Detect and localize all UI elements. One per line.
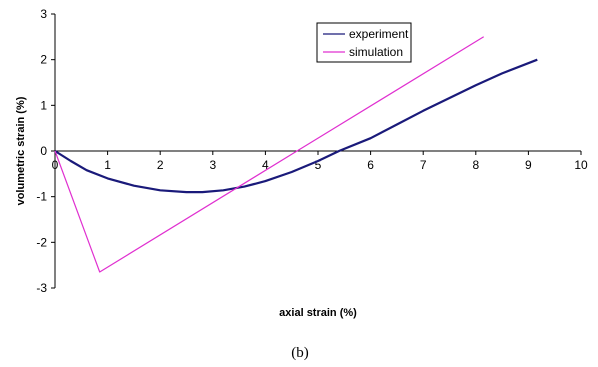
x-tick-label: 9	[525, 158, 532, 172]
y-tick-label: 1	[40, 98, 47, 112]
x-tick-label: 5	[315, 158, 322, 172]
x-tick-label: 4	[262, 158, 269, 172]
x-tick-label: 3	[209, 158, 216, 172]
series-lines	[54, 36, 538, 273]
x-tick-label: 8	[472, 158, 479, 172]
legend-label-experiment: experiment	[349, 27, 409, 41]
legend-label-simulation: simulation	[349, 45, 403, 59]
x-tick-label: 2	[157, 158, 164, 172]
y-ticks: 3 2 1 0 -1 -2 -3	[36, 7, 55, 295]
y-tick-label: -1	[36, 190, 47, 204]
x-ticks: 0 1 2 3 4 5 6 7 8 9 10	[52, 151, 588, 172]
y-axis-title: volumetric strain (%)	[15, 96, 27, 205]
series-line-simulation	[54, 36, 485, 273]
y-tick-label: -2	[36, 235, 47, 249]
x-tick-label: 1	[104, 158, 111, 172]
x-tick-label: 7	[420, 158, 427, 172]
y-tick-label: -3	[36, 281, 47, 295]
x-tick-label: 0	[52, 158, 59, 172]
x-tick-label: 6	[367, 158, 374, 172]
x-tick-label: 10	[574, 158, 588, 172]
legend-box	[316, 22, 412, 63]
y-tick-label: 0	[40, 144, 47, 158]
x-axis-title: axial strain (%)	[279, 307, 357, 319]
y-tick-label: 2	[40, 53, 47, 67]
figure-caption: (b)	[291, 345, 309, 361]
y-tick-label: 3	[40, 7, 47, 21]
series-line-experiment	[54, 58, 538, 194]
legend: experiment simulation	[316, 22, 412, 63]
